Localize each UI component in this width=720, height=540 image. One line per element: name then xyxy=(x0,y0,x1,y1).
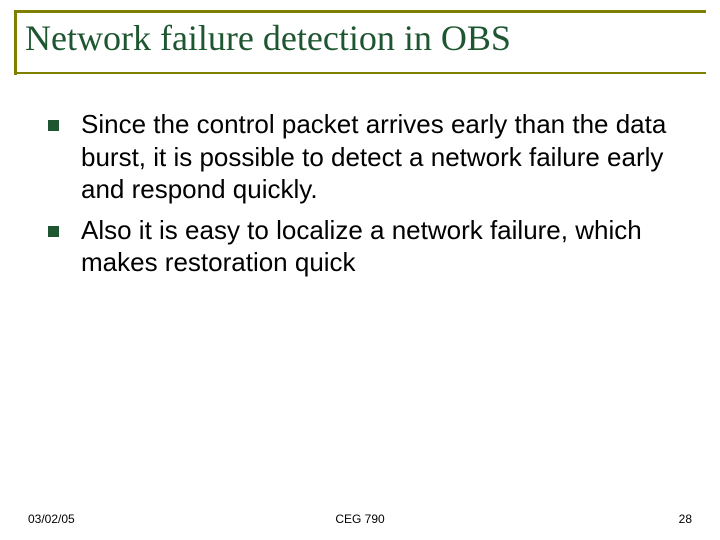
footer-course: CEG 790 xyxy=(0,512,720,526)
slide-title: Network failure detection in OBS xyxy=(25,19,706,59)
footer-page: 28 xyxy=(679,512,692,526)
slide-footer: 03/02/05 CEG 790 28 xyxy=(0,506,720,526)
slide: Network failure detection in OBS Since t… xyxy=(0,0,720,540)
bullet-text: Also it is easy to localize a network fa… xyxy=(81,214,678,279)
bullet-item: Also it is easy to localize a network fa… xyxy=(48,214,678,279)
bullet-text: Since the control packet arrives early t… xyxy=(81,108,678,206)
title-container: Network failure detection in OBS xyxy=(14,10,706,75)
bullet-item: Since the control packet arrives early t… xyxy=(48,108,678,206)
title-underline xyxy=(14,72,706,74)
square-bullet-icon xyxy=(48,226,59,237)
slide-body: Since the control packet arrives early t… xyxy=(48,108,678,287)
square-bullet-icon xyxy=(48,120,59,131)
